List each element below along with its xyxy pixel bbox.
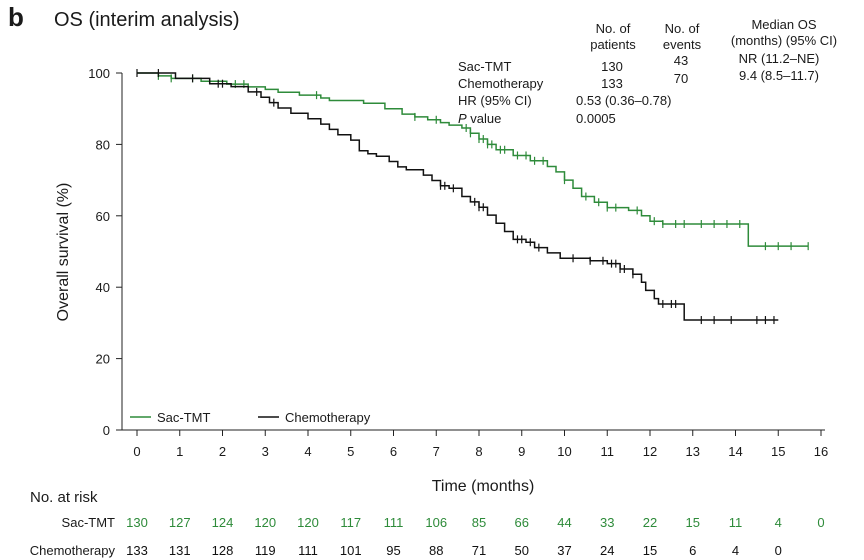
- risk-value-sac-tmt: 22: [643, 515, 657, 530]
- x-tick-label: 13: [686, 444, 700, 459]
- risk-value-chemotherapy: 131: [169, 543, 191, 558]
- x-tick-label: 16: [814, 444, 828, 459]
- x-tick-label: 8: [475, 444, 482, 459]
- x-tick-label: 12: [643, 444, 657, 459]
- risk-value-chemotherapy: 128: [212, 543, 234, 558]
- risk-value-chemotherapy: 88: [429, 543, 443, 558]
- stats-row-chemo-patients: 133: [601, 76, 623, 91]
- risk-value-sac-tmt: 106: [425, 515, 447, 530]
- risk-value-chemotherapy: 0: [775, 543, 782, 558]
- risk-values: 130 127 124 120 120 117 111 106 85 66 44 33 22 15 11 4 0…: [126, 515, 824, 558]
- y-tick-label: 80: [96, 137, 110, 152]
- risk-value-sac-tmt: 127: [169, 515, 191, 530]
- x-tick-label: 1: [176, 444, 183, 459]
- x-tick-label: 0: [133, 444, 140, 459]
- x-tick-label: 9: [518, 444, 525, 459]
- risk-value-chemotherapy: 111: [298, 543, 318, 558]
- x-tick-label: 5: [347, 444, 354, 459]
- x-tick-label: 6: [390, 444, 397, 459]
- stats-table: No. of patients No. of events Median OS …: [458, 17, 837, 126]
- stats-row-chemo-events: 70: [674, 71, 688, 86]
- x-tick-label: 4: [304, 444, 311, 459]
- risk-value-chemotherapy: 119: [255, 543, 276, 558]
- risk-value-sac-tmt: 111: [384, 515, 404, 530]
- risk-value-sac-tmt: 130: [126, 515, 148, 530]
- stats-row-sac-patients: 130: [601, 59, 623, 74]
- stats-header-patients-1: No. of: [596, 21, 631, 36]
- stats-p-suffix: value: [467, 111, 502, 126]
- x-axis-label: Time (months): [432, 478, 535, 495]
- x-tick-label: 15: [771, 444, 785, 459]
- risk-value-chemotherapy: 133: [126, 543, 148, 558]
- x-tick-label: 11: [601, 444, 615, 459]
- risk-value-chemotherapy: 6: [689, 543, 696, 558]
- stats-p-value: 0.0005: [576, 111, 616, 126]
- chart-title: OS (interim analysis): [54, 9, 240, 31]
- risk-value-chemotherapy: 101: [340, 543, 362, 558]
- risk-value-sac-tmt: 120: [297, 515, 319, 530]
- risk-value-chemotherapy: 71: [472, 543, 486, 558]
- risk-value-chemotherapy: 15: [643, 543, 657, 558]
- stats-hr-label: HR (95% CI): [458, 93, 532, 108]
- risk-value-sac-tmt: 120: [254, 515, 276, 530]
- stats-header-median-1: Median OS: [751, 17, 816, 32]
- x-tick-label: 14: [728, 444, 742, 459]
- x-ticks: 0 1 2 3 4 5 6 7 8 9 10 11 12 13 14 15 16: [133, 430, 828, 459]
- stats-row-sac-events: 43: [674, 53, 688, 68]
- risk-value-chemotherapy: 37: [557, 543, 571, 558]
- risk-value-sac-tmt: 0: [817, 515, 824, 530]
- y-tick-label: 100: [88, 66, 110, 81]
- y-axis-label: Overall survival (%): [55, 183, 72, 322]
- risk-table-title: No. at risk: [30, 489, 98, 506]
- stats-header-events-2: events: [663, 37, 702, 52]
- risk-value-sac-tmt: 124: [212, 515, 234, 530]
- risk-value-chemotherapy: 95: [386, 543, 400, 558]
- legend: Sac-TMT Chemotherapy: [130, 410, 371, 425]
- stats-row-sac-median: NR (11.2–NE): [739, 51, 820, 66]
- risk-value-chemotherapy: 24: [600, 543, 614, 558]
- stats-hr-value: 0.53 (0.36–0.78): [576, 93, 671, 108]
- stats-header-events-1: No. of: [665, 21, 700, 36]
- stats-row-chemo-label: Chemotherapy: [458, 76, 544, 91]
- risk-value-chemotherapy: 50: [515, 543, 529, 558]
- x-tick-label: 3: [262, 444, 269, 459]
- x-tick-label: 10: [557, 444, 571, 459]
- risk-value-sac-tmt: 15: [686, 515, 700, 530]
- stats-row-chemo-median: 9.4 (8.5–11.7): [739, 68, 819, 83]
- risk-value-sac-tmt: 4: [775, 515, 782, 530]
- x-tick-label: 7: [433, 444, 440, 459]
- stats-header-patients-2: patients: [590, 37, 636, 52]
- stats-header-median-2: (months) (95% CI): [731, 33, 837, 48]
- y-tick-label: 20: [96, 352, 110, 367]
- risk-row-label-chemo: Chemotherapy: [30, 543, 116, 558]
- panel-label: b: [8, 2, 24, 32]
- legend-label-chemo: Chemotherapy: [285, 410, 371, 425]
- risk-value-sac-tmt: 33: [600, 515, 614, 530]
- risk-value-sac-tmt: 66: [515, 515, 529, 530]
- x-tick-label: 2: [219, 444, 226, 459]
- stats-p-italic: P: [458, 111, 467, 126]
- legend-label-sac: Sac-TMT: [157, 410, 211, 425]
- risk-value-sac-tmt: 117: [340, 515, 361, 530]
- stats-row-sac-label: Sac-TMT: [458, 59, 512, 74]
- y-tick-label: 40: [96, 280, 110, 295]
- stats-p-label: P value: [458, 111, 501, 126]
- risk-value-sac-tmt: 11: [729, 515, 743, 530]
- series-layer: [136, 69, 809, 325]
- y-tick-label: 0: [103, 423, 110, 438]
- risk-value-sac-tmt: 44: [557, 515, 571, 530]
- y-ticks: 0 20 40 60 80 100: [88, 66, 122, 438]
- risk-value-sac-tmt: 85: [472, 515, 486, 530]
- risk-value-chemotherapy: 4: [732, 543, 739, 558]
- y-tick-label: 60: [96, 209, 110, 224]
- risk-row-label-sac: Sac-TMT: [62, 515, 116, 530]
